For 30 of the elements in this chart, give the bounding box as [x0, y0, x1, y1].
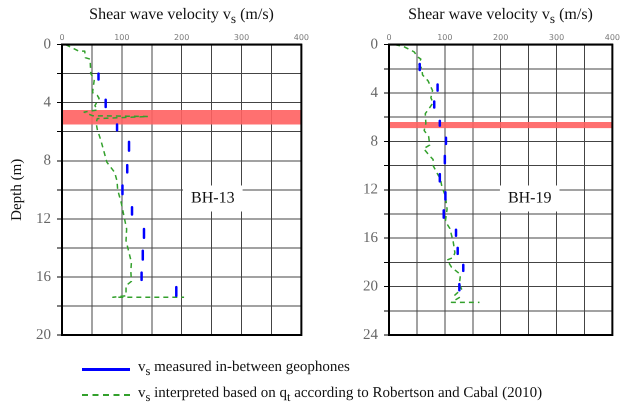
- x-tick-label: 400: [604, 32, 620, 42]
- x-axis-title: Shear wave velocity v$_{s}$ (m/s): [408, 6, 593, 28]
- y-tick-label: 4: [370, 84, 378, 101]
- line-series: [394, 44, 480, 304]
- x-tick-label: 0: [386, 32, 392, 42]
- x-tick-label: 300: [234, 32, 250, 42]
- x-tick-label: 0: [59, 32, 65, 42]
- x-tick-label: 200: [493, 32, 508, 42]
- y-tick-label: 16: [36, 268, 52, 285]
- legend-label: v$_{s}$ measured in-between geophones: [138, 359, 350, 379]
- x-tick-label: 200: [174, 32, 190, 42]
- y-tick-label: 20: [36, 326, 51, 343]
- y-tick-label: 8: [44, 152, 51, 169]
- y-tick-label: 16: [363, 230, 378, 246]
- x-tick-label: 100: [437, 32, 452, 42]
- y-tick-label: 12: [363, 182, 378, 198]
- y-tick-label: 24: [363, 326, 378, 343]
- x-tick-label: 400: [294, 32, 310, 42]
- line-series: [64, 44, 185, 298]
- y-tick-label: 20: [363, 278, 378, 295]
- y-axis-title: Depth (m): [8, 158, 25, 221]
- legend-label: v$_{s}$ interpreted based on q$_{t}$ according to Robertson and Cabal (2010): [138, 385, 542, 405]
- y-tick-label: 8: [370, 133, 378, 150]
- x-axis-title: Shear wave velocity v$_{s}$ (m/s): [89, 6, 274, 28]
- annotation: BH-19: [508, 190, 552, 207]
- y-tick-label: 12: [36, 210, 51, 227]
- x-tick-label: 100: [114, 32, 130, 42]
- annotation: BH-13: [191, 190, 235, 207]
- x-tick-label: 300: [548, 32, 564, 42]
- y-tick-label: 4: [44, 94, 52, 111]
